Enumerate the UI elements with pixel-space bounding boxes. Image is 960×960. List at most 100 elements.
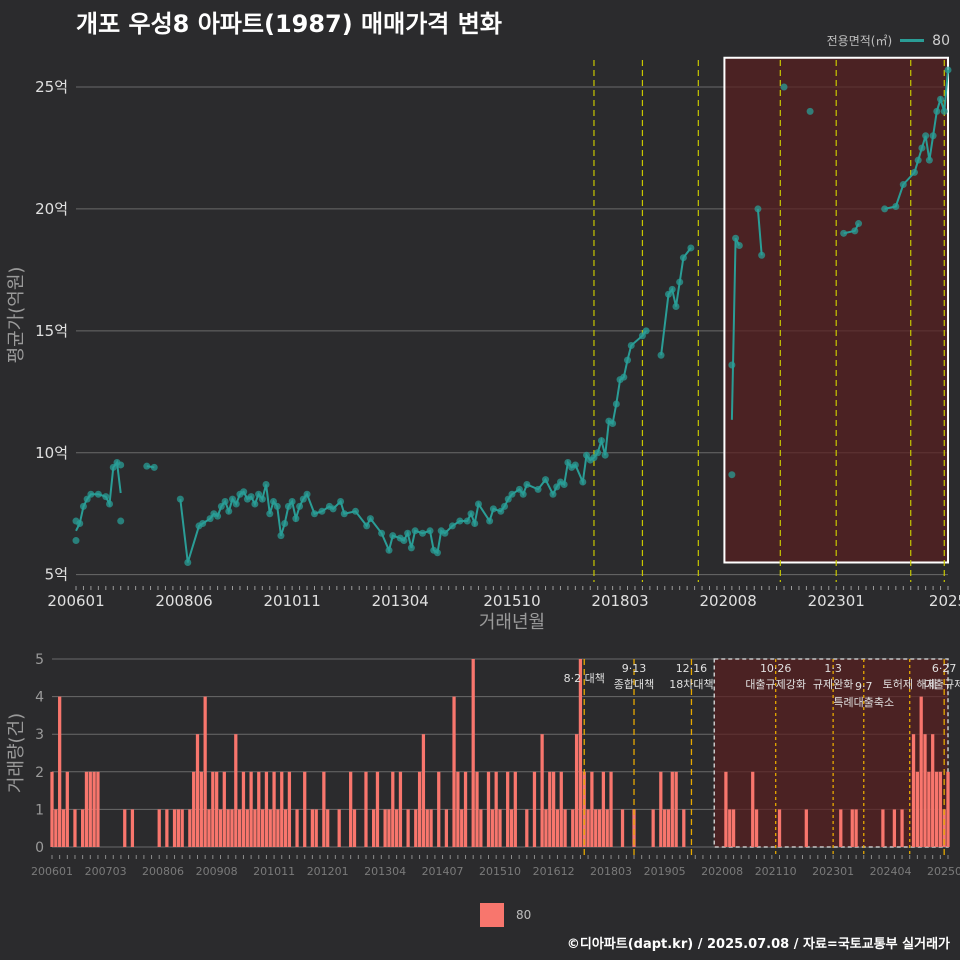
price-point xyxy=(881,205,889,213)
price-point xyxy=(318,507,326,515)
bar-x-tick-label: 201510 xyxy=(479,865,521,878)
volume-bar xyxy=(437,771,441,847)
volume-bar xyxy=(199,771,203,847)
price-point xyxy=(378,529,386,537)
price-point xyxy=(448,522,456,530)
volume-bar xyxy=(934,771,939,847)
price-point xyxy=(620,373,628,381)
volume-bar xyxy=(597,809,602,847)
volume-bar xyxy=(674,771,678,847)
volume-bar xyxy=(241,771,246,847)
price-point xyxy=(501,502,509,510)
volume-bar xyxy=(666,809,671,847)
volume-bar xyxy=(257,771,261,847)
volume-bar xyxy=(352,809,357,847)
volume-bar xyxy=(804,809,808,847)
price-point xyxy=(232,500,240,508)
bar-y-axis-title: 거래량(건) xyxy=(6,713,27,793)
price-point xyxy=(83,495,91,503)
price-point xyxy=(337,498,345,506)
price-point xyxy=(571,461,579,469)
volume-bar xyxy=(268,809,272,847)
price-point xyxy=(456,517,464,525)
volume-bar xyxy=(280,771,284,847)
x-tick-label: 201011 xyxy=(264,592,321,610)
volume-bar xyxy=(383,809,387,847)
bar-x-tick-label: 201304 xyxy=(364,865,406,878)
volume-bar xyxy=(460,809,464,847)
price-point xyxy=(79,502,87,510)
volume-bar xyxy=(632,809,636,847)
bottom-legend-label: 80 xyxy=(516,908,532,922)
volume-bar xyxy=(180,809,184,847)
volume-bar xyxy=(544,809,548,847)
volume-bar xyxy=(391,771,395,847)
volume-bar xyxy=(203,696,207,847)
price-point xyxy=(508,490,516,498)
volume-bar xyxy=(54,809,58,847)
price-point xyxy=(366,515,374,523)
x-tick-label: 201510 xyxy=(483,592,540,610)
volume-bar xyxy=(414,809,418,847)
volume-bar xyxy=(314,809,318,847)
bar-y-tick-label: 4 xyxy=(35,690,44,706)
price-point xyxy=(687,244,695,252)
policy-annotation: 8·2 대책 xyxy=(564,672,605,685)
volume-bar xyxy=(234,734,238,847)
price-point xyxy=(419,529,427,537)
price-point xyxy=(515,485,523,493)
volume-bar xyxy=(349,771,353,847)
volume-bar xyxy=(310,809,315,847)
legend-title: 전용면적(㎡) xyxy=(826,34,893,48)
volume-bar xyxy=(651,809,655,847)
volume-bar xyxy=(260,809,265,847)
price-point xyxy=(463,517,471,525)
volume-bar xyxy=(479,809,483,847)
volume-bar xyxy=(931,734,935,847)
volume-bar xyxy=(754,809,759,847)
volume-bar xyxy=(670,771,674,847)
volume-bar xyxy=(165,809,169,847)
volume-bar xyxy=(724,771,728,847)
price-point xyxy=(728,471,736,479)
volume-bar xyxy=(663,809,667,847)
price-point xyxy=(929,132,937,140)
volume-bar xyxy=(486,771,491,847)
price-point xyxy=(117,461,125,469)
volume-bar xyxy=(751,771,755,847)
policy-annotation: 9·13 xyxy=(622,662,647,675)
volume-bar xyxy=(927,771,931,847)
price-point xyxy=(937,95,945,103)
volume-bar xyxy=(900,809,904,847)
volume-bar xyxy=(61,809,66,847)
price-point xyxy=(266,510,274,518)
price-point xyxy=(542,476,550,484)
volume-bar xyxy=(50,771,54,847)
volume-bar xyxy=(540,734,544,847)
volume-bar xyxy=(237,809,242,847)
bar-x-tick-label: 202301 xyxy=(812,865,854,878)
price-point xyxy=(407,544,415,552)
price-point xyxy=(922,132,930,140)
volume-bar xyxy=(188,809,192,847)
bar-x-tick-label: 202404 xyxy=(870,865,912,878)
price-point xyxy=(281,519,289,527)
price-point xyxy=(340,510,348,518)
price-point xyxy=(638,332,646,340)
price-point xyxy=(672,302,680,310)
volume-bar xyxy=(620,809,625,847)
price-point xyxy=(732,234,740,242)
volume-bar xyxy=(195,734,200,847)
price-point xyxy=(627,341,635,349)
bar-x-tick-label: 202507 xyxy=(927,865,960,878)
legend-series-label: 80 xyxy=(932,32,950,49)
price-point xyxy=(523,480,531,488)
volume-bar xyxy=(915,771,919,847)
volume-bar xyxy=(192,771,196,847)
bar-x-tick-label: 200601 xyxy=(31,865,73,878)
volume-bar xyxy=(264,771,269,847)
volume-bar xyxy=(881,809,885,847)
volume-bar xyxy=(609,771,613,847)
volume-bar xyxy=(84,771,89,847)
price-point xyxy=(489,505,497,513)
